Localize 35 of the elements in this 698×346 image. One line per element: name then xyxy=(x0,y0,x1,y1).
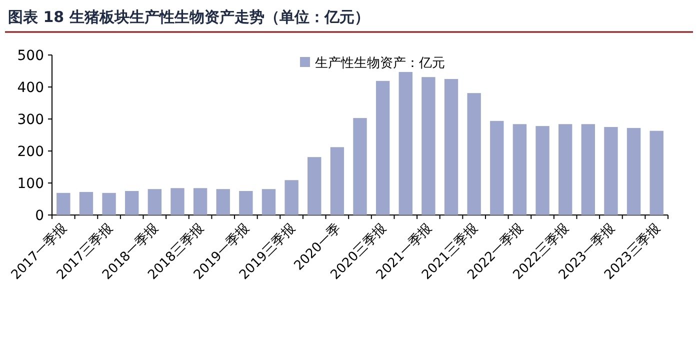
bar xyxy=(490,120,504,215)
y-tick-label: 400 xyxy=(17,80,44,96)
bar xyxy=(79,192,94,215)
legend-label: 生产性生物资产：亿元 xyxy=(315,56,445,71)
y-tick-label: 300 xyxy=(17,112,44,128)
bar xyxy=(467,93,481,215)
bar xyxy=(148,189,162,215)
bar xyxy=(193,188,208,215)
y-tick-label: 0 xyxy=(35,208,44,224)
bar xyxy=(536,126,550,215)
bar xyxy=(330,147,344,215)
bar xyxy=(444,79,458,215)
bar xyxy=(604,127,618,215)
bar xyxy=(170,188,184,215)
chart-title: 图表 18 生猪板块生产性生物资产走势（单位：亿元） xyxy=(8,8,370,26)
y-tick-label: 200 xyxy=(17,144,44,160)
bar xyxy=(558,124,572,215)
bar xyxy=(308,157,322,215)
bar xyxy=(262,189,276,215)
bar xyxy=(216,189,230,215)
y-tick-label: 100 xyxy=(17,176,44,192)
bar xyxy=(56,192,70,215)
bar xyxy=(581,124,595,215)
bar xyxy=(102,192,116,215)
bar xyxy=(626,128,641,215)
bar xyxy=(353,118,367,215)
bar xyxy=(376,80,390,215)
bar xyxy=(422,77,436,215)
bar xyxy=(125,191,139,215)
bar xyxy=(512,124,527,215)
bar xyxy=(284,180,298,215)
bar xyxy=(239,191,253,215)
bar xyxy=(650,130,664,215)
y-tick-label: 500 xyxy=(17,48,44,64)
bar xyxy=(398,72,412,215)
